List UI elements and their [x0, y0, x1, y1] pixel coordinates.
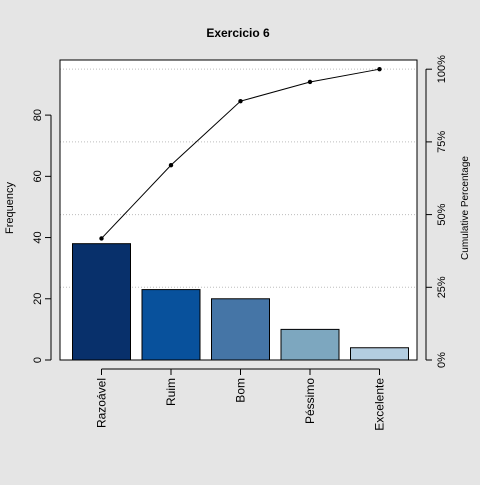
chart-title: Exercicio 6 — [206, 26, 270, 40]
bars-layer — [72, 243, 409, 361]
cumulative-point — [307, 79, 313, 85]
y-right-tick-label: 50% — [436, 203, 448, 225]
left-axis: 0 20 40 60 80 — [32, 109, 52, 363]
cumulative-point — [238, 98, 243, 104]
right-axis: 0% 25% 50% 75% 100% — [425, 55, 448, 368]
bar-1 — [141, 289, 201, 361]
cumulative-line-layer — [99, 66, 382, 241]
cumulative-point — [168, 162, 174, 168]
bar-0 — [72, 243, 131, 361]
x-axis: Razoável Ruim Bom Péssimo Excelente — [95, 368, 387, 431]
x-tick-label: Excelente — [373, 378, 387, 431]
y-right-tick-label: 0% — [436, 352, 448, 368]
y-tick-label: 20 — [32, 293, 44, 305]
y-right-tick-label: 75% — [436, 131, 448, 153]
cumulative-point — [377, 66, 382, 72]
cumulative-point — [99, 236, 104, 241]
x-tick-label: Péssimo — [303, 378, 317, 424]
y-tick-label: 0 — [32, 357, 44, 363]
x-tick-label: Bom — [234, 378, 248, 403]
bar-3 — [280, 328, 340, 361]
y-tick-label: 60 — [32, 170, 44, 182]
x-tick-label: Ruim — [164, 378, 178, 406]
plot-frame — [59, 59, 418, 361]
y-right-axis-label: Cumulative Percentage — [460, 156, 471, 260]
y-right-tick-label: 100% — [436, 55, 448, 83]
y-axis-label: Frequency — [4, 182, 16, 234]
y-tick-label: 80 — [32, 109, 44, 121]
y-tick-label: 40 — [32, 231, 44, 243]
grid-layer — [60, 68, 417, 288]
y-right-tick-label: 25% — [436, 276, 448, 298]
bar-4 — [350, 347, 409, 361]
bar-2 — [211, 298, 270, 361]
x-tick-label: Razoável — [95, 378, 109, 428]
